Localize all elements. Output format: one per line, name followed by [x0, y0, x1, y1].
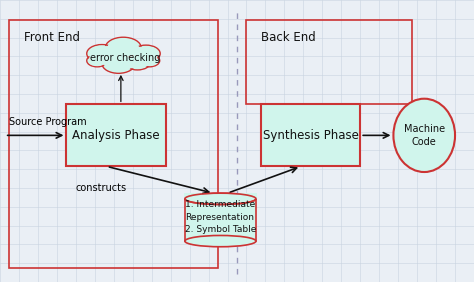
Ellipse shape — [185, 193, 256, 204]
Text: Front End: Front End — [24, 31, 80, 44]
Text: Synthesis Phase: Synthesis Phase — [263, 129, 358, 142]
FancyBboxPatch shape — [261, 104, 360, 166]
Circle shape — [139, 54, 160, 67]
Text: Machine
Code: Machine Code — [404, 124, 445, 147]
Text: Source Program: Source Program — [9, 117, 87, 127]
Circle shape — [89, 46, 115, 61]
Circle shape — [105, 37, 141, 59]
Circle shape — [132, 45, 160, 62]
Text: Back End: Back End — [261, 31, 316, 44]
Text: error checking: error checking — [91, 53, 161, 63]
Polygon shape — [185, 199, 256, 241]
Circle shape — [134, 46, 158, 61]
Ellipse shape — [393, 99, 455, 172]
Circle shape — [87, 54, 108, 67]
Ellipse shape — [185, 235, 256, 247]
Circle shape — [126, 55, 149, 69]
Circle shape — [140, 55, 158, 66]
Text: Analysis Phase: Analysis Phase — [73, 129, 160, 142]
Text: 1. Intermediate
Representation
2. Symbol Table: 1. Intermediate Representation 2. Symbol… — [185, 200, 256, 234]
Circle shape — [87, 45, 117, 63]
FancyBboxPatch shape — [66, 104, 166, 166]
Circle shape — [108, 39, 139, 57]
Circle shape — [88, 55, 106, 66]
Circle shape — [102, 54, 135, 73]
Circle shape — [104, 55, 133, 72]
Circle shape — [124, 54, 151, 70]
Text: constructs: constructs — [76, 183, 127, 193]
Polygon shape — [184, 193, 257, 199]
